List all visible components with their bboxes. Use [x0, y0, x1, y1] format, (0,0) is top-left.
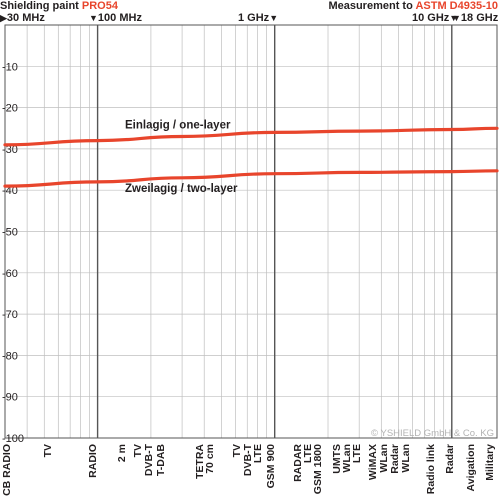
y-tick-label: -70 [2, 309, 18, 321]
series-line-1 [3, 126, 499, 147]
triangle-down-icon: ▼ [449, 13, 459, 23]
series-line-2 [3, 169, 499, 188]
band-label: Radar [444, 444, 456, 474]
y-tick-label: -50 [2, 227, 18, 239]
band-label: TV [132, 444, 144, 457]
y-tick-label: -10 [2, 61, 18, 73]
chart-title: Shielding paint PRO54 [0, 0, 118, 13]
freq-marker-100mhz: ▼100 MHz [89, 12, 142, 24]
band-label: WiMAX [367, 444, 379, 480]
y-tick-label: -20 [2, 103, 18, 115]
band-label: RADAR [292, 444, 304, 482]
standard-name: ASTM D4935-10 [415, 0, 498, 12]
product-name: PRO54 [81, 0, 118, 12]
band-label: RADIO [87, 444, 99, 478]
series-label-1: Einlagig / one-layer [125, 120, 231, 132]
band-label: TETRA [194, 444, 206, 479]
title-prefix: Shielding paint [0, 0, 82, 12]
band-label: Avigation [465, 444, 477, 491]
band-label: WLan [378, 444, 390, 473]
measurement-prefix: Measurement to [328, 0, 416, 12]
band-label: LTE [252, 444, 264, 463]
band-label: WLan [400, 444, 412, 473]
y-tick-label: -30 [2, 144, 18, 156]
series-label-2: Zweilagig / two-layer [125, 183, 238, 195]
band-label: DVB-T [143, 443, 155, 476]
y-tick-label: -40 [2, 185, 18, 197]
triangle-down-icon: ▼ [269, 13, 279, 23]
band-label: GSM 1800 [312, 444, 324, 494]
band-label: GSM 900 [265, 444, 277, 489]
y-tick-label: -90 [2, 392, 18, 404]
band-label: TV [231, 444, 243, 457]
y-tick-label: -60 [2, 268, 18, 280]
band-label: TV [42, 444, 54, 457]
freq-marker-30mhz: ▶30 MHz [0, 12, 45, 24]
band-label: WLan [341, 444, 353, 473]
freq-marker-10ghz: 10 GHz▼ [412, 12, 459, 24]
triangle-down-icon: ▼ [452, 13, 461, 23]
y-tick-label: -100 [2, 433, 24, 445]
plot-frame [4, 24, 498, 439]
freq-marker-18ghz: ▼18 GHz [452, 12, 499, 24]
band-label: 2 m [116, 444, 128, 462]
band-label: Military [484, 444, 496, 481]
band-label: LTE [302, 444, 314, 463]
triangle-down-icon: ▼ [89, 13, 98, 23]
copyright-watermark: © YSHIELD GmbH & Co. KG [371, 428, 494, 439]
band-label: DVB-T [242, 443, 254, 476]
band-label: Radar [389, 444, 401, 474]
freq-marker-1ghz: 1 GHz▼ [238, 12, 279, 24]
band-label: LTE [351, 444, 363, 463]
band-label: T-DAB [155, 444, 167, 476]
y-tick-label: -80 [2, 350, 18, 362]
band-label: Radio link [425, 444, 437, 494]
band-label: 70 cm [204, 444, 216, 474]
measurement-standard: Measurement to ASTM D4935-10 [328, 0, 498, 13]
band-label: UMTS [331, 444, 343, 474]
band-label: CB RADIO [1, 444, 13, 496]
triangle-right-icon: ▶ [0, 13, 7, 23]
